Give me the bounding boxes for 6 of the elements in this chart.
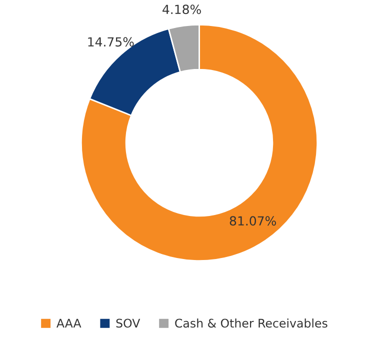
legend-label: SOV — [116, 318, 140, 328]
legend-label: AAA — [56, 318, 82, 328]
data-label: 81.07% — [230, 216, 276, 226]
data-label: 14.75% — [88, 37, 134, 47]
data-label: 4.18% — [162, 4, 201, 14]
legend-label: Cash & Other Receivables — [175, 318, 328, 328]
